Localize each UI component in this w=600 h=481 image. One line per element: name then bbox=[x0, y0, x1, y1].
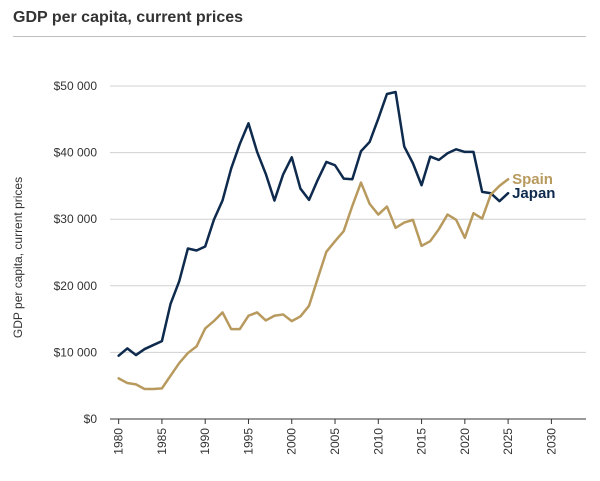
x-tick-label: 1985 bbox=[155, 428, 169, 455]
series-line-japan bbox=[117, 90, 510, 357]
x-tick-label: 2020 bbox=[458, 428, 472, 455]
x-tick-label: 2025 bbox=[501, 428, 515, 455]
y-tick-label: $50 000 bbox=[54, 79, 98, 93]
x-tick-label: 2000 bbox=[285, 428, 299, 455]
x-tick-label: 1995 bbox=[241, 428, 255, 455]
x-tick-label: 1980 bbox=[112, 428, 126, 455]
series-line-spain bbox=[117, 177, 510, 391]
x-tick-label: 2010 bbox=[371, 428, 385, 455]
x-tick-label: 2005 bbox=[328, 428, 342, 455]
y-tick-label: $10 000 bbox=[54, 345, 98, 359]
x-tick-label: 1990 bbox=[198, 428, 212, 455]
title-divider bbox=[13, 36, 586, 37]
y-tick-label: $0 bbox=[84, 412, 98, 426]
series-lines bbox=[117, 90, 510, 391]
series-label-spain: Spain bbox=[512, 171, 553, 188]
y-tick-label: $30 000 bbox=[54, 212, 98, 226]
chart-title: GDP per capita, current prices bbox=[13, 9, 244, 26]
y-tick-label: $20 000 bbox=[54, 279, 98, 293]
y-tick-label: $40 000 bbox=[54, 146, 98, 160]
axes: $0 $10 000 $20 000 $30 000 $40 000 $50 000 198… bbox=[11, 79, 586, 455]
x-tick-label: 2015 bbox=[415, 428, 429, 455]
x-tick-label: 2030 bbox=[544, 428, 558, 455]
y-axis-title: GDP per capita, current prices bbox=[11, 177, 25, 338]
series-label-japan: Japan bbox=[512, 185, 555, 202]
